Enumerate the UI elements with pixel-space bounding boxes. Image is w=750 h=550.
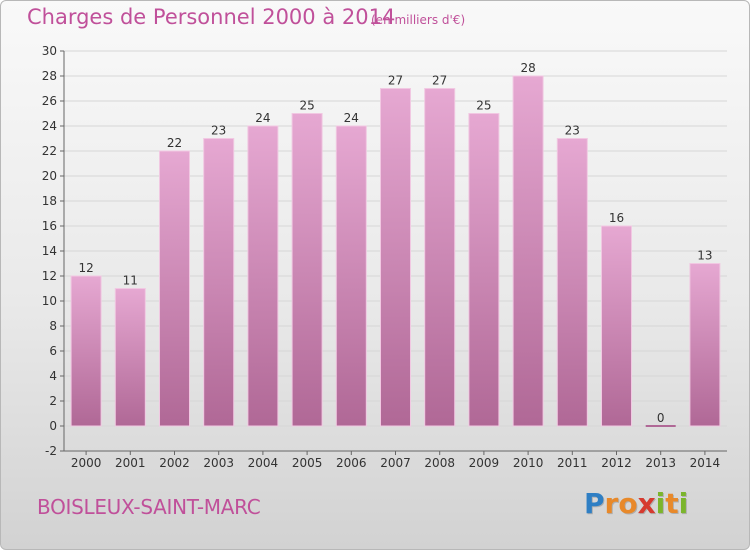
bar	[689, 263, 721, 427]
y-tick-label: 24	[42, 119, 57, 133]
y-tick-label: 14	[42, 244, 57, 258]
bar	[291, 113, 323, 427]
y-tick-label: 10	[42, 294, 57, 308]
y-tick-label: 2	[49, 394, 57, 408]
bar	[380, 88, 411, 427]
x-tick-label: 2003	[203, 456, 234, 470]
data-label: 11	[123, 274, 138, 288]
data-label: 24	[344, 111, 359, 125]
data-label: 23	[211, 124, 226, 138]
y-tick-label: 20	[42, 169, 57, 183]
data-label: 13	[697, 249, 712, 263]
x-tick-label: 2000	[71, 456, 102, 470]
chart-title: Charges de Personnel 2000 à 2014	[27, 5, 396, 29]
bar	[601, 225, 632, 427]
bar	[159, 150, 190, 427]
data-label: 12	[78, 261, 93, 275]
logo-letter: P	[584, 487, 605, 520]
logo-letter: o	[618, 487, 638, 520]
data-label: 27	[432, 74, 447, 88]
logo-letter: i	[678, 487, 689, 520]
x-tick-label: 2005	[292, 456, 323, 470]
y-tick-label: 30	[42, 44, 57, 58]
y-tick-label: 0	[49, 419, 57, 433]
logo-letter: t	[665, 487, 679, 520]
x-tick-label: 2011	[557, 456, 588, 470]
data-label: 24	[255, 111, 270, 125]
x-tick-label: 2006	[336, 456, 367, 470]
bar	[512, 75, 544, 427]
y-tick-label: 4	[49, 369, 57, 383]
bar	[203, 138, 235, 427]
x-tick-label: 2009	[469, 456, 500, 470]
x-tick-label: 2004	[248, 456, 279, 470]
x-tick-label: 2014	[690, 456, 721, 470]
bar	[424, 88, 456, 427]
x-tick-label: 2010	[513, 456, 544, 470]
data-label: 23	[565, 124, 580, 138]
y-tick-label: 28	[42, 69, 57, 83]
data-label: 0	[657, 411, 665, 425]
bar	[468, 113, 500, 427]
data-label: 25	[476, 99, 491, 113]
y-tick-label: 26	[42, 94, 57, 108]
logo-letter: r	[604, 487, 619, 520]
bars	[70, 75, 721, 427]
data-label: 16	[609, 211, 624, 225]
x-tick-label: 2013	[645, 456, 676, 470]
bar	[114, 288, 146, 427]
data-label: 25	[299, 99, 314, 113]
bar	[556, 138, 588, 427]
data-label: 27	[388, 74, 403, 88]
data-label: 28	[520, 61, 535, 75]
x-tick-label: 2008	[424, 456, 455, 470]
logo-letter: i	[655, 487, 666, 520]
chart-subtitle: (en milliers d'€)	[371, 13, 466, 27]
y-tick-label: 16	[42, 219, 57, 233]
proxiti-logo[interactable]: Proxiti	[584, 487, 688, 520]
y-tick-label: 12	[42, 269, 57, 283]
x-tick-label: 2002	[159, 456, 190, 470]
bar	[70, 275, 102, 427]
y-tick-label: 22	[42, 144, 57, 158]
x-tick-label: 2012	[601, 456, 632, 470]
y-tick-label: 18	[42, 194, 57, 208]
x-tick-label: 2001	[115, 456, 146, 470]
commune-name: BOISLEUX-SAINT-MARC	[37, 495, 261, 519]
logo-letter: x	[637, 487, 656, 520]
y-tick-label: -2	[45, 444, 57, 458]
labels: 12 11 22 23 24 25 24 27 27 25 28 23 16 0 13	[78, 61, 712, 425]
x-tick-label: 2007	[380, 456, 411, 470]
data-label: 22	[167, 136, 182, 150]
y-tick-label: 6	[49, 344, 57, 358]
bar	[247, 125, 279, 427]
bar	[335, 125, 367, 427]
y-tick-label: 8	[49, 319, 57, 333]
